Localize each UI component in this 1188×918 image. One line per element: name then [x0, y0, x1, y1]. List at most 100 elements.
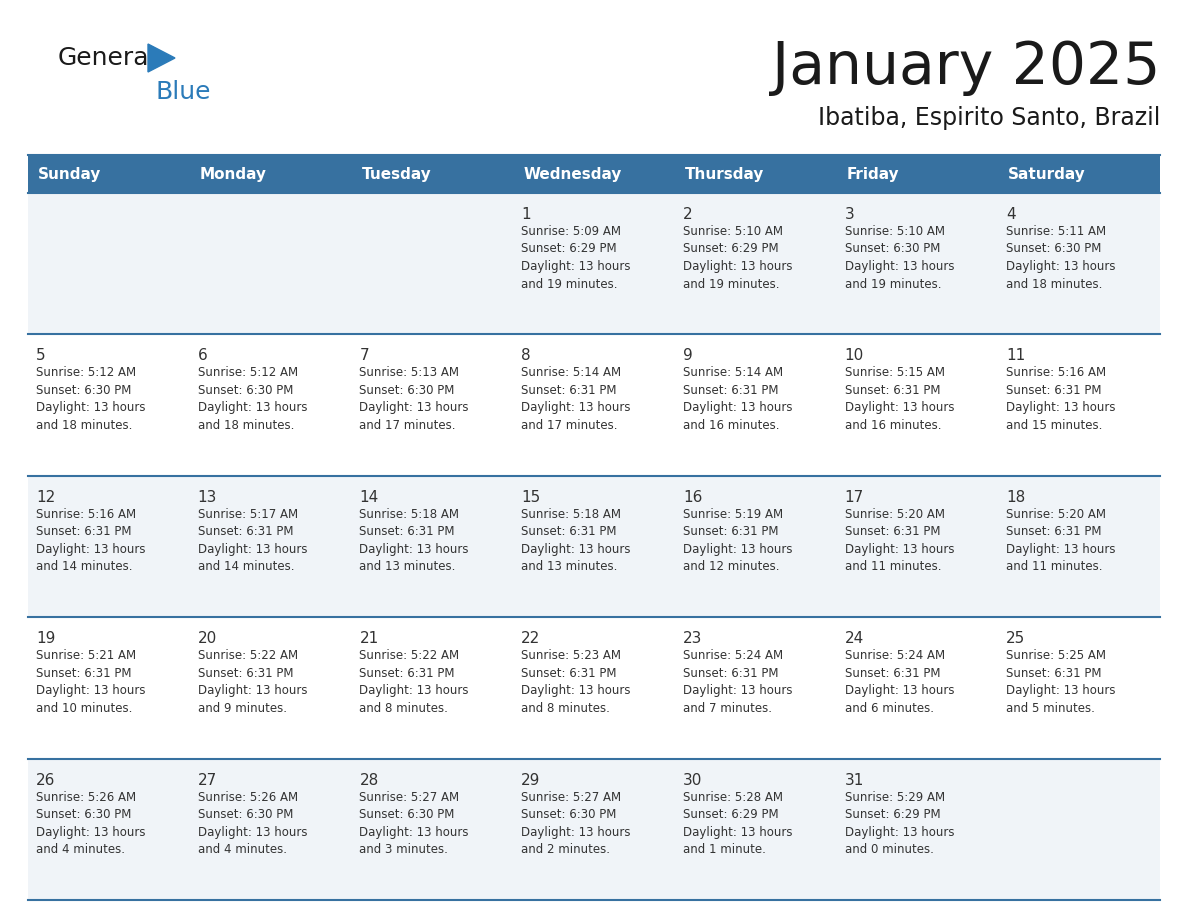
Text: and 4 minutes.: and 4 minutes. [197, 843, 286, 856]
Text: Tuesday: Tuesday [361, 166, 431, 182]
Text: Sunset: 6:30 PM: Sunset: 6:30 PM [522, 808, 617, 821]
Text: 25: 25 [1006, 632, 1025, 646]
Text: Sunrise: 5:11 AM: Sunrise: 5:11 AM [1006, 225, 1106, 238]
Text: and 17 minutes.: and 17 minutes. [522, 419, 618, 431]
Text: and 11 minutes.: and 11 minutes. [1006, 560, 1102, 574]
Text: Daylight: 13 hours: Daylight: 13 hours [845, 260, 954, 273]
Text: Sunset: 6:31 PM: Sunset: 6:31 PM [845, 666, 940, 679]
Text: 19: 19 [36, 632, 56, 646]
Polygon shape [148, 44, 175, 72]
Text: Daylight: 13 hours: Daylight: 13 hours [197, 825, 308, 839]
Text: and 16 minutes.: and 16 minutes. [845, 419, 941, 431]
Bar [675, 155, 836, 193]
Text: Daylight: 13 hours: Daylight: 13 hours [360, 684, 469, 697]
Text: Sunrise: 5:18 AM: Sunrise: 5:18 AM [522, 508, 621, 521]
Text: Daylight: 13 hours: Daylight: 13 hours [683, 260, 792, 273]
Text: and 18 minutes.: and 18 minutes. [36, 419, 132, 431]
Text: Sunrise: 5:26 AM: Sunrise: 5:26 AM [36, 790, 137, 803]
Text: Sunset: 6:31 PM: Sunset: 6:31 PM [36, 525, 132, 538]
Text: Sunset: 6:31 PM: Sunset: 6:31 PM [197, 666, 293, 679]
Text: Sunrise: 5:17 AM: Sunrise: 5:17 AM [197, 508, 298, 521]
Text: Sunset: 6:31 PM: Sunset: 6:31 PM [683, 666, 778, 679]
Text: Daylight: 13 hours: Daylight: 13 hours [522, 543, 631, 555]
Text: 14: 14 [360, 490, 379, 505]
Text: 8: 8 [522, 349, 531, 364]
Bar [29, 758, 1159, 900]
Text: 17: 17 [845, 490, 864, 505]
Text: and 1 minute.: and 1 minute. [683, 843, 766, 856]
Text: and 18 minutes.: and 18 minutes. [1006, 277, 1102, 290]
Text: Sunrise: 5:23 AM: Sunrise: 5:23 AM [522, 649, 621, 662]
Text: Sunrise: 5:10 AM: Sunrise: 5:10 AM [683, 225, 783, 238]
Text: Daylight: 13 hours: Daylight: 13 hours [197, 401, 308, 414]
Text: 13: 13 [197, 490, 217, 505]
Text: and 3 minutes.: and 3 minutes. [360, 843, 448, 856]
Text: Daylight: 13 hours: Daylight: 13 hours [197, 543, 308, 555]
Text: and 13 minutes.: and 13 minutes. [522, 560, 618, 574]
Text: 1: 1 [522, 207, 531, 222]
Text: Sunrise: 5:28 AM: Sunrise: 5:28 AM [683, 790, 783, 803]
Text: Sunrise: 5:12 AM: Sunrise: 5:12 AM [197, 366, 298, 379]
Text: 23: 23 [683, 632, 702, 646]
Text: 4: 4 [1006, 207, 1016, 222]
Text: Sunset: 6:30 PM: Sunset: 6:30 PM [360, 808, 455, 821]
Text: Sunrise: 5:16 AM: Sunrise: 5:16 AM [1006, 366, 1106, 379]
Text: and 8 minutes.: and 8 minutes. [522, 701, 609, 715]
Text: 20: 20 [197, 632, 217, 646]
Text: Sunrise: 5:16 AM: Sunrise: 5:16 AM [36, 508, 137, 521]
Text: Sunset: 6:31 PM: Sunset: 6:31 PM [197, 525, 293, 538]
Text: 21: 21 [360, 632, 379, 646]
Bar [29, 476, 1159, 617]
Bar [29, 334, 1159, 476]
Text: Daylight: 13 hours: Daylight: 13 hours [522, 401, 631, 414]
Text: 10: 10 [845, 349, 864, 364]
Text: Sunset: 6:30 PM: Sunset: 6:30 PM [1006, 242, 1101, 255]
Text: and 13 minutes.: and 13 minutes. [360, 560, 456, 574]
Text: Daylight: 13 hours: Daylight: 13 hours [360, 543, 469, 555]
Text: and 18 minutes.: and 18 minutes. [197, 419, 295, 431]
Text: Sunset: 6:29 PM: Sunset: 6:29 PM [683, 242, 778, 255]
Text: Daylight: 13 hours: Daylight: 13 hours [1006, 543, 1116, 555]
Text: Sunrise: 5:25 AM: Sunrise: 5:25 AM [1006, 649, 1106, 662]
Text: Sunset: 6:31 PM: Sunset: 6:31 PM [1006, 525, 1101, 538]
Text: Wednesday: Wednesday [523, 166, 621, 182]
Text: Sunrise: 5:12 AM: Sunrise: 5:12 AM [36, 366, 137, 379]
Text: 3: 3 [845, 207, 854, 222]
Text: Sunset: 6:30 PM: Sunset: 6:30 PM [360, 384, 455, 397]
Text: and 12 minutes.: and 12 minutes. [683, 560, 779, 574]
Text: January 2025: January 2025 [772, 39, 1159, 96]
Text: 24: 24 [845, 632, 864, 646]
Text: Sunset: 6:31 PM: Sunset: 6:31 PM [845, 384, 940, 397]
Text: Sunrise: 5:21 AM: Sunrise: 5:21 AM [36, 649, 137, 662]
Text: 26: 26 [36, 773, 56, 788]
Text: Sunset: 6:31 PM: Sunset: 6:31 PM [36, 666, 132, 679]
Bar [513, 155, 675, 193]
Text: Thursday: Thursday [684, 166, 764, 182]
Text: Daylight: 13 hours: Daylight: 13 hours [845, 401, 954, 414]
Text: Sunset: 6:31 PM: Sunset: 6:31 PM [683, 525, 778, 538]
Text: Monday: Monday [200, 166, 267, 182]
Bar [836, 155, 998, 193]
Text: Sunrise: 5:14 AM: Sunrise: 5:14 AM [522, 366, 621, 379]
Text: Daylight: 13 hours: Daylight: 13 hours [683, 401, 792, 414]
Text: Daylight: 13 hours: Daylight: 13 hours [1006, 401, 1116, 414]
Text: Daylight: 13 hours: Daylight: 13 hours [522, 825, 631, 839]
Text: Sunset: 6:29 PM: Sunset: 6:29 PM [845, 808, 940, 821]
Text: Sunrise: 5:20 AM: Sunrise: 5:20 AM [845, 508, 944, 521]
Text: Daylight: 13 hours: Daylight: 13 hours [36, 543, 145, 555]
Text: and 11 minutes.: and 11 minutes. [845, 560, 941, 574]
Bar [998, 155, 1159, 193]
Text: 2: 2 [683, 207, 693, 222]
Text: Sunset: 6:30 PM: Sunset: 6:30 PM [36, 384, 132, 397]
Text: General: General [58, 46, 157, 70]
Text: Sunrise: 5:27 AM: Sunrise: 5:27 AM [360, 790, 460, 803]
Text: Sunrise: 5:29 AM: Sunrise: 5:29 AM [845, 790, 944, 803]
Text: 15: 15 [522, 490, 541, 505]
Text: Daylight: 13 hours: Daylight: 13 hours [36, 825, 145, 839]
Text: Sunset: 6:30 PM: Sunset: 6:30 PM [36, 808, 132, 821]
Text: Sunrise: 5:13 AM: Sunrise: 5:13 AM [360, 366, 460, 379]
Text: Sunrise: 5:19 AM: Sunrise: 5:19 AM [683, 508, 783, 521]
Text: Daylight: 13 hours: Daylight: 13 hours [360, 825, 469, 839]
Text: Daylight: 13 hours: Daylight: 13 hours [683, 543, 792, 555]
Bar [29, 193, 1159, 334]
